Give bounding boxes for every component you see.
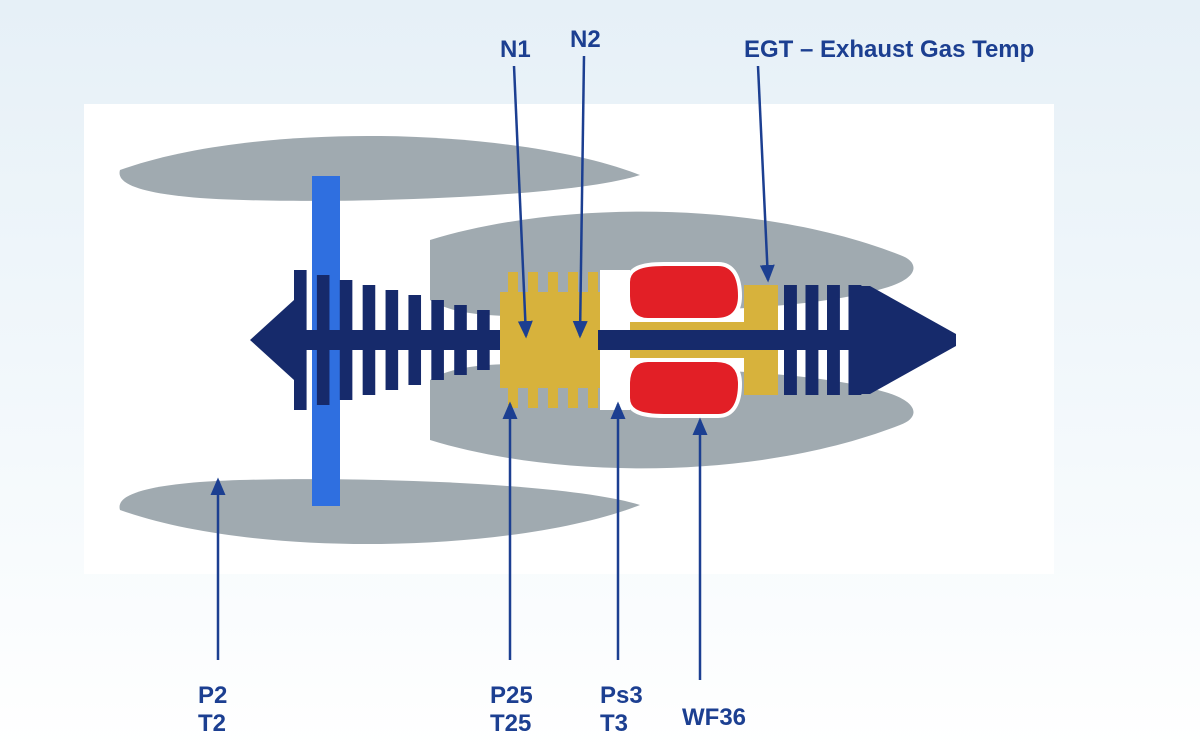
label-n1: N1 bbox=[500, 36, 531, 64]
label-wf36: WF36 bbox=[682, 704, 746, 732]
engine-svg bbox=[0, 0, 1200, 751]
label-p25-t25: P25 T25 bbox=[490, 682, 533, 738]
label-egt: EGT – Exhaust Gas Temp bbox=[744, 36, 1034, 64]
diagram-root: N1 N2 EGT – Exhaust Gas Temp P2 T2 P25 T… bbox=[0, 0, 1200, 751]
label-ps3-t3: Ps3 T3 bbox=[600, 682, 643, 738]
label-n2: N2 bbox=[570, 26, 601, 54]
label-p2-t2: P2 T2 bbox=[198, 682, 227, 738]
